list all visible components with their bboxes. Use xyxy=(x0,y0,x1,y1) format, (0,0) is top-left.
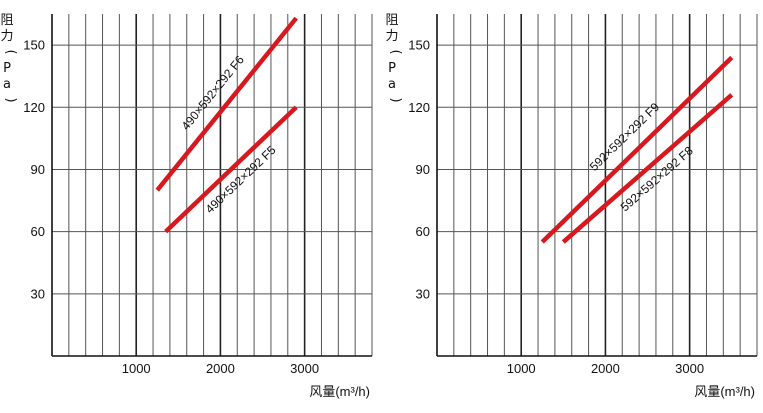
x-tick-label: 3000 xyxy=(675,361,704,376)
y-axis-label: 阻力 ( Pa) xyxy=(0,13,18,103)
y-tick-label: 150 xyxy=(23,38,45,53)
y-axis-label-char: ) xyxy=(388,97,403,102)
y-axis-label-char: a xyxy=(3,77,11,92)
y-tick-label: 90 xyxy=(31,162,45,177)
x-axis-label: 风量(m³/h) xyxy=(309,384,370,399)
y-tick-label: 120 xyxy=(23,100,45,115)
y-tick-label: 120 xyxy=(408,100,430,115)
y-axis-label-char: a xyxy=(388,77,396,92)
y-axis-label-char: ) xyxy=(3,97,18,102)
x-tick-label: 1000 xyxy=(122,361,151,376)
y-tick-label: 30 xyxy=(31,286,45,301)
y-tick-label: 30 xyxy=(416,286,430,301)
series-line xyxy=(561,93,734,244)
y-axis-label-char: ( xyxy=(3,49,18,54)
y-axis-label-char: ( xyxy=(388,49,403,54)
series-line xyxy=(164,105,298,234)
y-tick-label: 150 xyxy=(408,38,430,53)
y-axis-label-char: 阻 xyxy=(385,13,398,28)
x-tick-label: 2000 xyxy=(591,361,620,376)
y-tick-label: 60 xyxy=(416,224,430,239)
y-axis-label-char: 力 xyxy=(0,29,13,44)
series-line xyxy=(155,16,298,192)
y-axis-label-char: 阻 xyxy=(0,13,13,28)
series-label: 490×592×292 F5 xyxy=(203,143,279,216)
y-axis-label-char: P xyxy=(388,61,396,76)
y-tick-label: 90 xyxy=(416,162,430,177)
x-tick-label: 1000 xyxy=(507,361,536,376)
y-axis-label-char: 力 xyxy=(385,29,398,44)
x-axis-label: 风量(m³/h) xyxy=(694,384,755,399)
series-line xyxy=(540,55,734,244)
y-axis-label-char: P xyxy=(3,61,11,76)
y-axis-label: 阻力 ( Pa) xyxy=(385,13,403,103)
chart-panel-1: 30 60 90 120 150 1000 2000 3000 风量(m³/h) 阻力 ( Pa) 49… xyxy=(0,13,373,399)
x-tick-label: 3000 xyxy=(290,361,319,376)
x-tick-label: 2000 xyxy=(206,361,235,376)
y-tick-label: 60 xyxy=(31,224,45,239)
